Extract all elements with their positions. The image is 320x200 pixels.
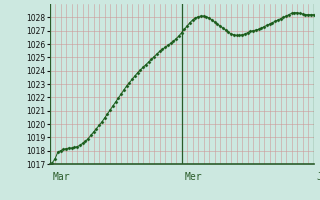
Text: Jeu: Jeu	[317, 172, 320, 182]
Text: Mar: Mar	[53, 172, 70, 182]
Text: Mer: Mer	[185, 172, 203, 182]
